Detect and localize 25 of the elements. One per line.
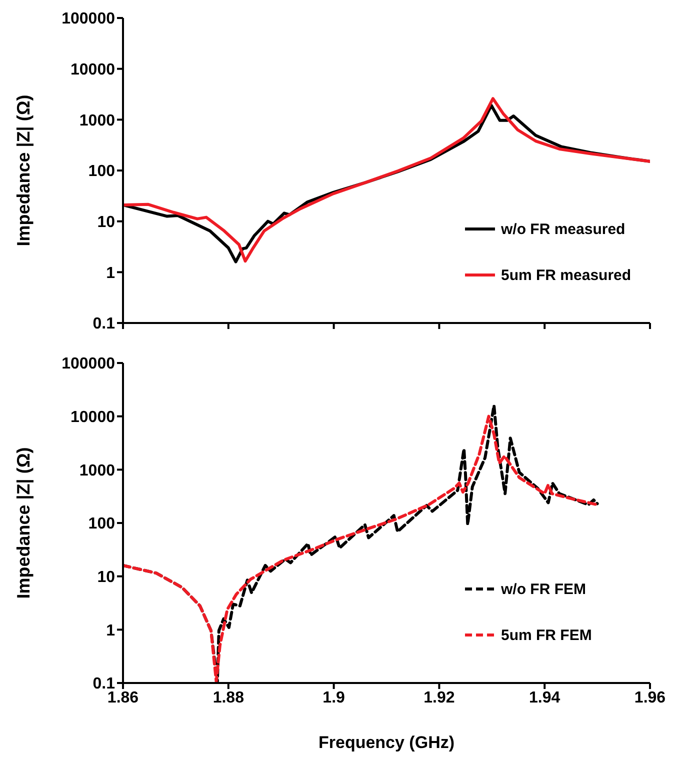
y-axis-title: Impedance |Z| (Ω) <box>13 447 34 599</box>
legend-label: 5um FR measured <box>501 266 632 284</box>
legend-label: 5um FR FEM <box>501 626 592 644</box>
y-tick-label: 100000 <box>62 356 116 373</box>
y-tick-label: 1 <box>106 622 116 640</box>
y-tick-label: 10 <box>97 214 116 232</box>
y-tick-label: 10 <box>97 569 116 586</box>
y-tick-label: 1000 <box>79 112 116 130</box>
x-tick-label: 1.9 <box>322 689 346 706</box>
legend-label: w/o FR FEM <box>501 580 586 598</box>
legend-label: w/o FR measured <box>501 220 626 238</box>
x-axis-title: Frequency (GHz) <box>318 733 455 752</box>
y-axis-title: Impedance |Z| (Ω) <box>13 94 34 246</box>
y-tick-label: 100 <box>88 516 116 533</box>
y-tick-label: 1 <box>106 264 116 282</box>
y-tick-label: 10000 <box>70 409 116 426</box>
y-tick-label: 100000 <box>62 10 116 28</box>
x-tick-label: 1.96 <box>634 689 666 706</box>
y-tick-label: 0.1 <box>92 316 116 333</box>
x-tick-label: 1.88 <box>212 689 244 706</box>
y-tick-label: 10000 <box>70 62 116 79</box>
x-tick-label: 1.94 <box>529 689 560 706</box>
y-tick-label: 1000 <box>79 462 116 480</box>
x-tick-label: 1.92 <box>424 689 455 706</box>
y-tick-label: 100 <box>88 163 116 180</box>
